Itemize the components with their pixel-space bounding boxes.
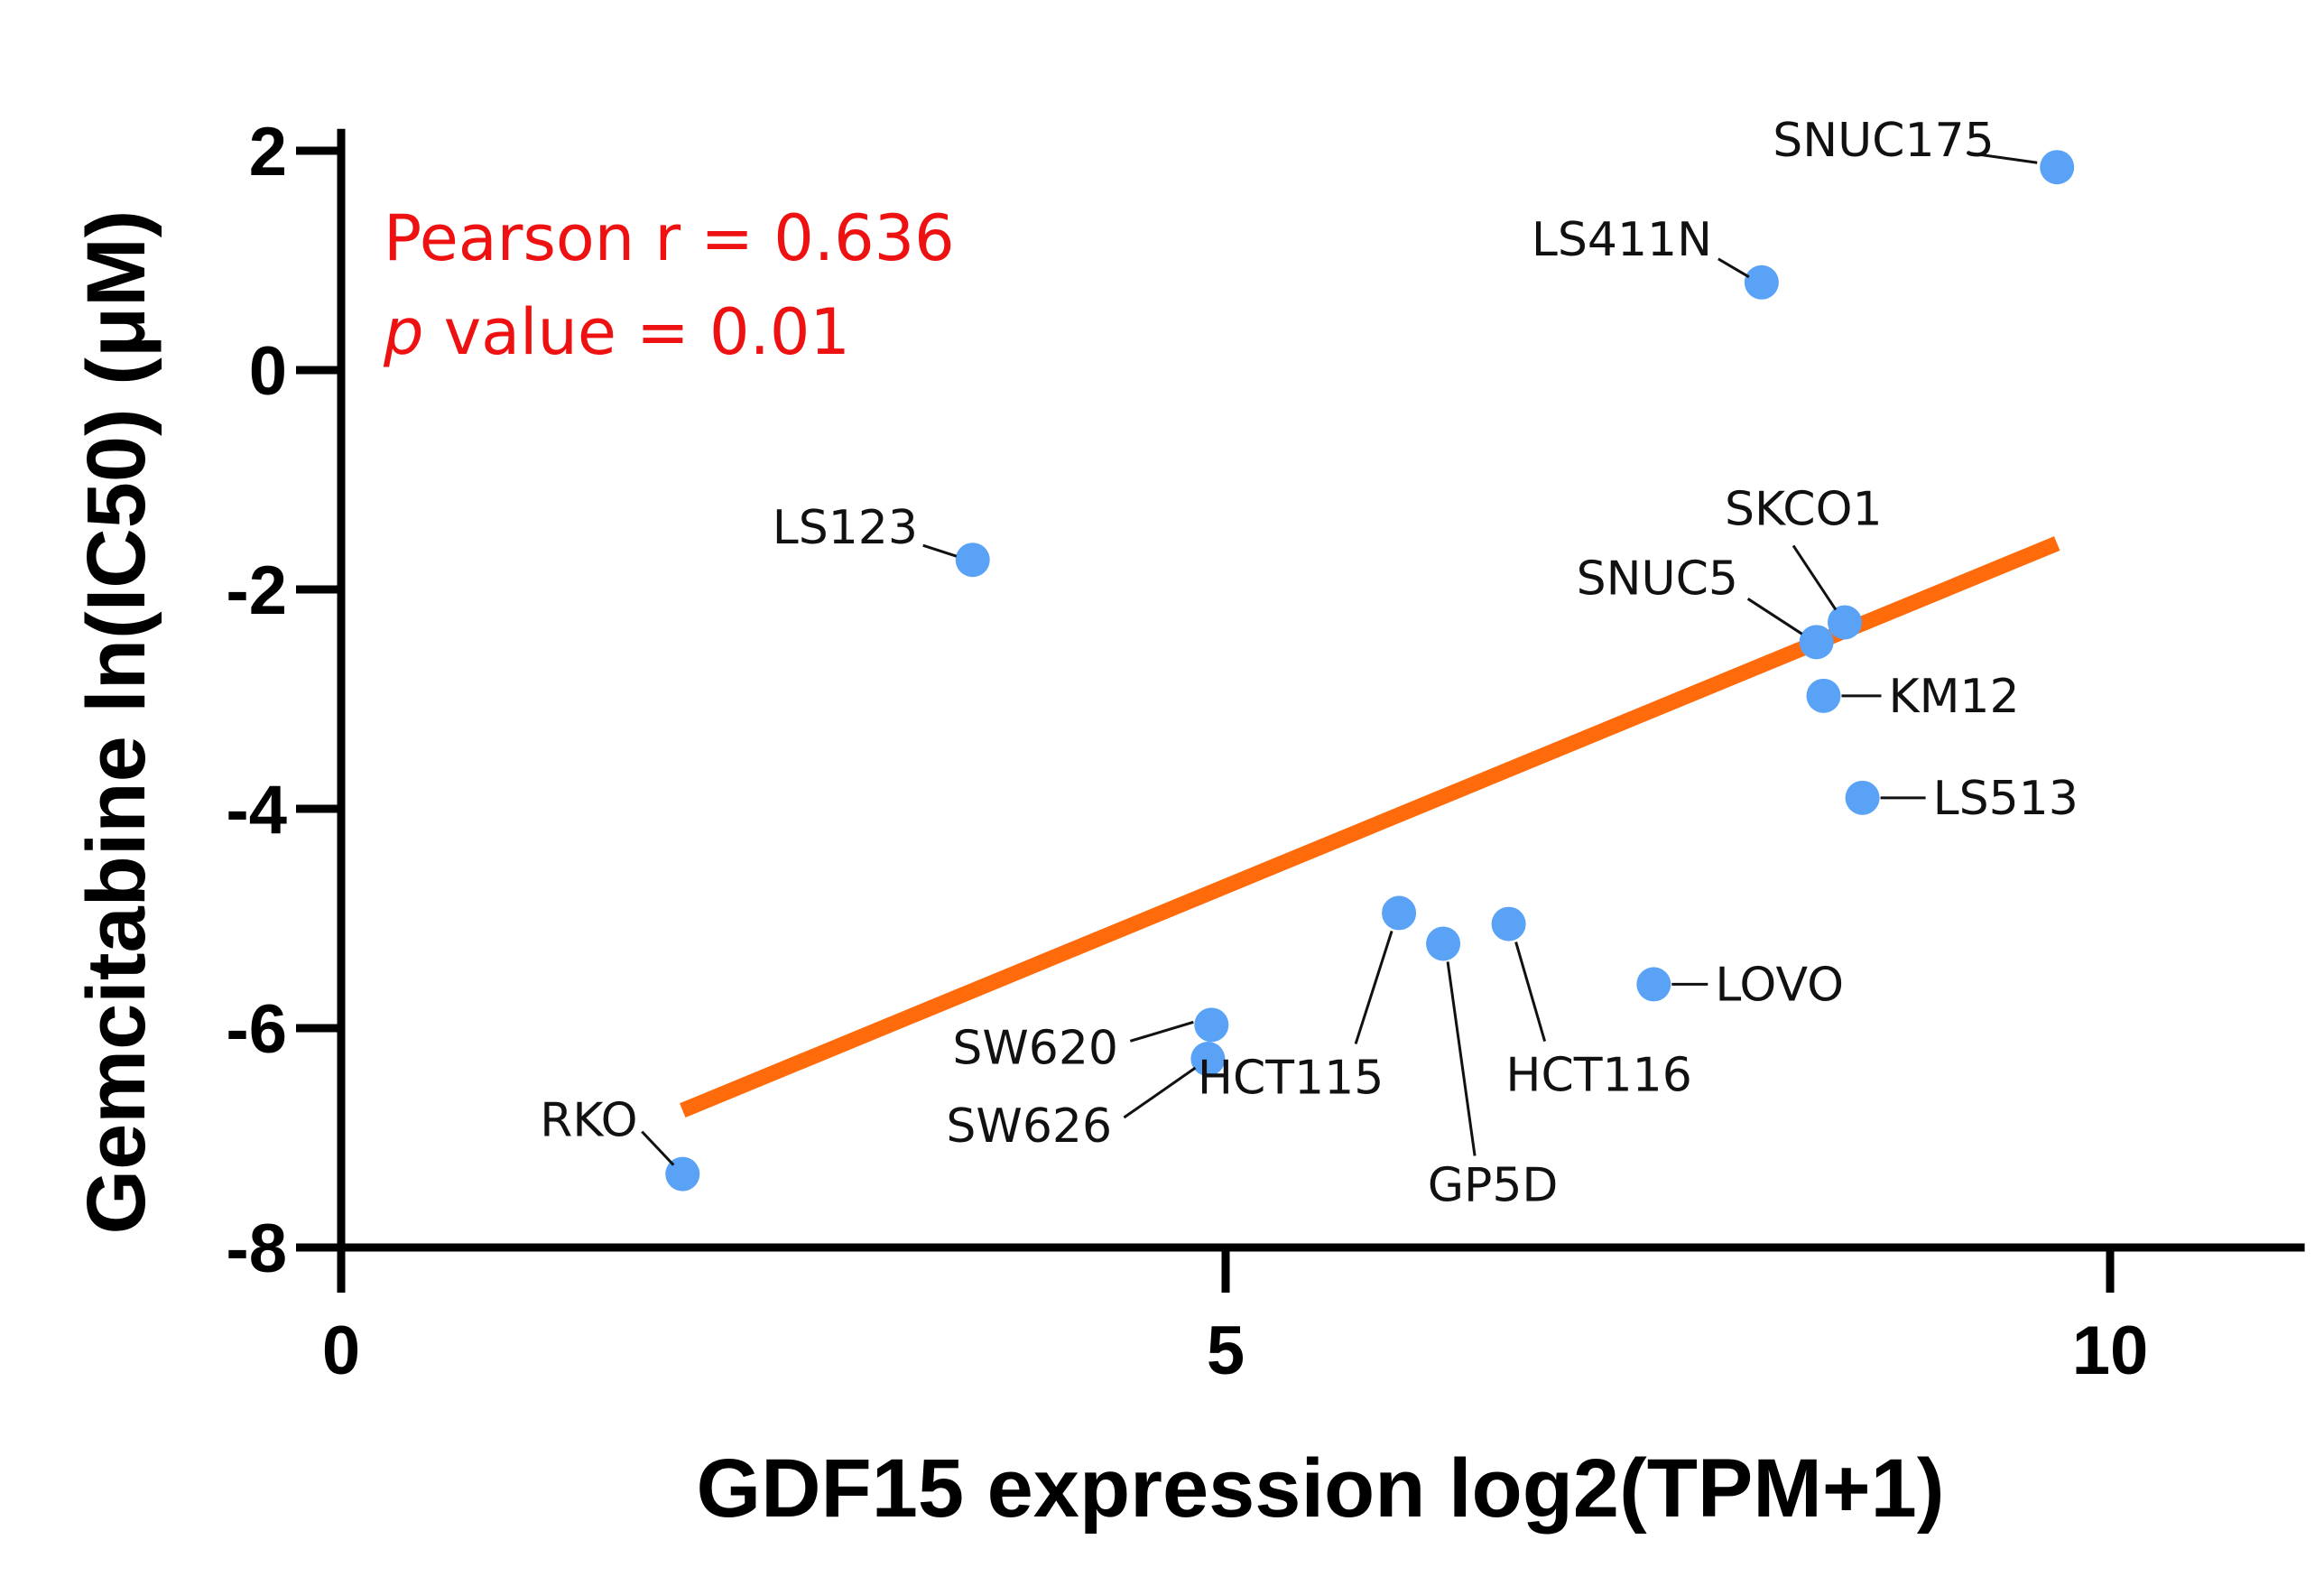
- y-tick-label: -8: [226, 1210, 287, 1287]
- data-point: [955, 543, 990, 578]
- p-value-text: value = 0.01: [423, 295, 849, 369]
- points-layer: [665, 150, 2075, 1192]
- leader-line: [1354, 930, 1393, 1044]
- y-tick-label: -4: [226, 772, 287, 849]
- data-point: [1828, 605, 1862, 640]
- data-point: [1845, 780, 1880, 815]
- data-point: [1491, 906, 1526, 941]
- leader-line: [1514, 941, 1547, 1042]
- point-label: KM12: [1888, 670, 2019, 724]
- point-label: SNUC175: [1773, 114, 1995, 168]
- point-labels-layer: SNUC175 LS411N LS123 SKCO1 SNUC5 KM12 LS513 HCT…: [540, 114, 2079, 1212]
- x-tick-label: 0: [322, 1312, 360, 1389]
- data-point: [1194, 1007, 1229, 1043]
- point-label: LS411N: [1532, 213, 1712, 267]
- leader-line: [641, 1130, 675, 1166]
- data-point: [1190, 1042, 1226, 1077]
- x-tick-label: 5: [1207, 1312, 1245, 1389]
- point-label: LOVO: [1715, 958, 1844, 1012]
- y-axis-title: Gemcitabine ln(IC50) (μM): [70, 210, 162, 1235]
- leader-line: [922, 543, 958, 558]
- x-axis-title: GDF15 expression log2(TPM+1): [697, 1442, 1945, 1535]
- y-tick-label: -6: [226, 991, 287, 1068]
- data-point: [1744, 264, 1779, 300]
- y-tick-label: 2: [249, 114, 287, 190]
- y-tick-label: 0: [249, 333, 287, 410]
- point-label: HCT116: [1505, 1049, 1691, 1103]
- leader-line: [1746, 598, 1803, 635]
- data-point: [665, 1156, 700, 1192]
- point-label: SKCO1: [1725, 482, 1883, 536]
- y-tick-label: -2: [226, 552, 287, 629]
- data-point: [2040, 150, 2075, 185]
- leader-line: [1129, 1020, 1194, 1043]
- p-symbol: p: [383, 295, 423, 369]
- x-tick-label: 10: [2072, 1312, 2149, 1389]
- point-label: RKO: [540, 1094, 637, 1148]
- leader-line: [1718, 257, 1750, 279]
- data-point: [1799, 625, 1834, 660]
- data-point: [1806, 678, 1841, 713]
- leader-line: [1966, 151, 2038, 164]
- point-label: SNUC5: [1577, 552, 1738, 606]
- point-label: GP5D: [1428, 1158, 1559, 1212]
- axes: 2 0 -2 -4 -6 -8 0 5 10: [226, 114, 2305, 1389]
- point-label: LS513: [1933, 772, 2079, 826]
- point-label: SW626: [946, 1099, 1112, 1154]
- data-point: [1636, 967, 1671, 1002]
- data-point: [1426, 926, 1461, 961]
- data-point: [1382, 895, 1417, 931]
- pearson-r-annotation: Pearson r = 0.636: [384, 201, 955, 275]
- point-label: HCT115: [1198, 1051, 1384, 1105]
- leader-line: [1792, 544, 1838, 611]
- point-label: LS123: [773, 501, 918, 555]
- p-value-annotation: p value = 0.01: [383, 295, 850, 369]
- leader-line: [1446, 961, 1477, 1156]
- leader-line: [1123, 1066, 1197, 1119]
- point-label: SW620: [952, 1021, 1118, 1075]
